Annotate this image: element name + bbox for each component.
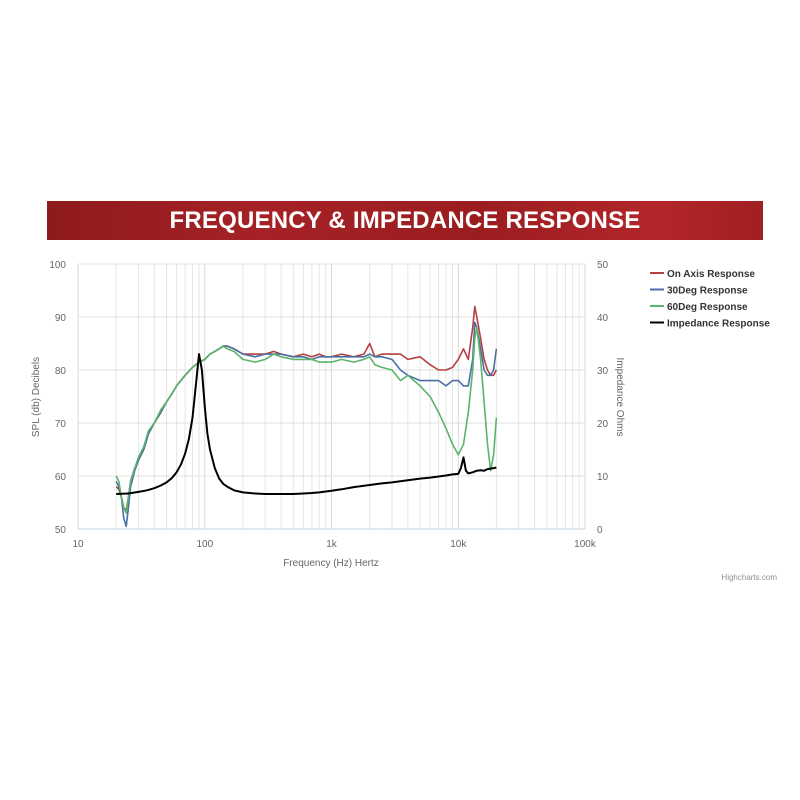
- y2-tick-label: 0: [597, 525, 603, 536]
- legend-item-label[interactable]: Impedance Response: [667, 319, 770, 330]
- series-line-1[interactable]: [115, 305, 498, 512]
- y-tick-label: 50: [55, 525, 67, 536]
- series-line-2[interactable]: [115, 321, 498, 528]
- x-tick-label: 100k: [574, 539, 597, 550]
- y-tick-label: 100: [49, 260, 66, 271]
- x-tick-label: 100: [196, 539, 213, 550]
- y-tick-label: 60: [55, 472, 67, 483]
- y-axis-title: SPL (db) Decibels: [31, 357, 42, 437]
- grid-lines: [77, 263, 586, 530]
- y2-tick-label: 50: [597, 260, 609, 271]
- y2-tick-label: 30: [597, 366, 609, 377]
- series-group: [115, 305, 498, 528]
- y2-tick-label: 40: [597, 313, 609, 324]
- chart-title: FREQUENCY & IMPEDANCE RESPONSE: [169, 206, 641, 234]
- y2-tick-label: 20: [597, 419, 609, 430]
- y-tick-label: 90: [55, 313, 67, 324]
- chart-title-banner: FREQUENCY & IMPEDANCE RESPONSE: [47, 201, 763, 240]
- y2-tick-label: 10: [597, 472, 609, 483]
- y2-axis-title: Impedance Ohms: [614, 358, 625, 437]
- highcharts-credit[interactable]: Highcharts.com: [721, 573, 777, 582]
- legend-item-label[interactable]: 30Deg Response: [667, 286, 748, 297]
- series-line-3[interactable]: [115, 326, 498, 514]
- legend: On Axis Response 30Deg Response 60Deg Resp…: [650, 269, 770, 330]
- y-tick-label: 70: [55, 419, 67, 430]
- series-line-4[interactable]: [116, 353, 497, 495]
- x-tick-label: 10: [72, 539, 84, 550]
- legend-item-label[interactable]: On Axis Response: [667, 269, 755, 280]
- axes: 10 100 1k 10k 100k 50 60 70 80 90 100 0 10 20 30 40 50: [49, 260, 608, 550]
- x-axis-title: Frequency (Hz) Hertz: [283, 558, 379, 569]
- legend-item-label[interactable]: 60Deg Response: [667, 302, 748, 313]
- x-tick-label: 10k: [450, 539, 467, 550]
- x-tick-label: 1k: [326, 539, 338, 550]
- y-tick-label: 80: [55, 366, 67, 377]
